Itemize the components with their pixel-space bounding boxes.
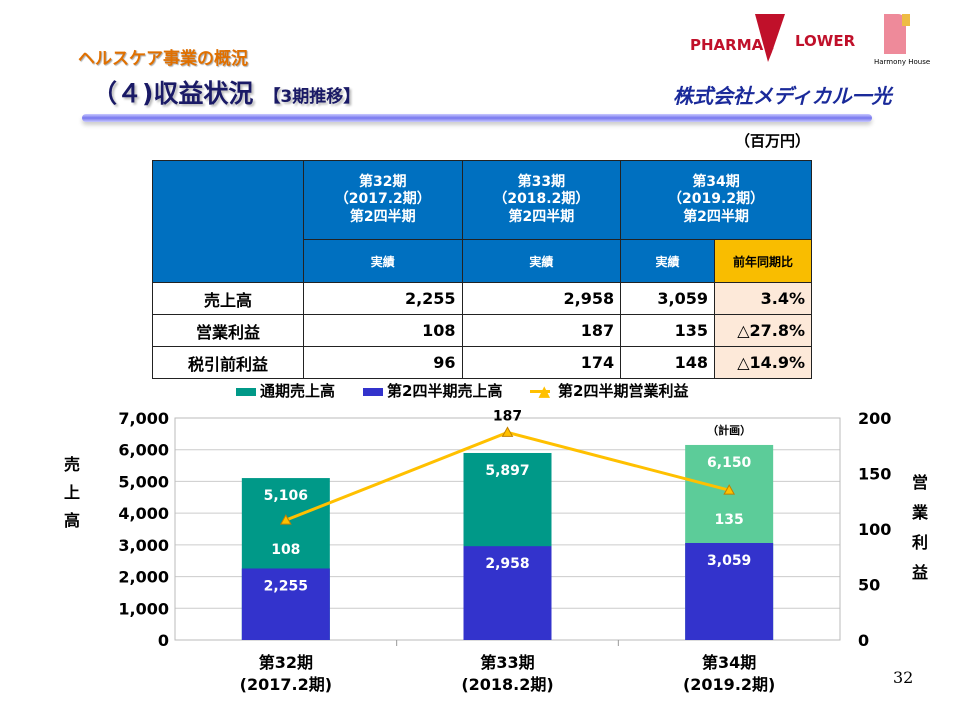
- value-cell: 148: [620, 346, 715, 379]
- title-text: （４)収益状況: [92, 79, 254, 108]
- title-divider: [82, 114, 872, 122]
- x-tick-label: (2017.2期): [240, 675, 332, 694]
- row-label: 税引前利益: [152, 346, 304, 379]
- chart-legend: 通期売上高 第2四半期売上高 ▲ 第2四半期営業利益: [236, 380, 688, 401]
- data-label-q2: 2,958: [485, 556, 529, 572]
- data-label-full: 6,150: [707, 455, 752, 471]
- y-axis-label: 上: [64, 483, 80, 502]
- yoy-header: 前年同期比: [714, 239, 812, 283]
- data-label-q2: 3,059: [707, 553, 751, 569]
- data-label-q2: 2,255: [264, 578, 308, 594]
- value-cell: 2,255: [303, 282, 463, 315]
- bar-q2: [685, 542, 774, 640]
- bar-q2: [463, 546, 552, 640]
- x-tick-label: 第32期: [259, 653, 313, 672]
- legend-item: 通期売上高: [236, 380, 335, 401]
- data-label-op: 187: [493, 408, 522, 424]
- logo-text: PHARMAC: [690, 36, 775, 54]
- row-label: 営業利益: [152, 314, 304, 347]
- line-marker: [723, 484, 736, 495]
- company-logo: 株式会社メディカル一光: [673, 84, 892, 108]
- table-row: 営業利益 108 187 135 △27.8%: [152, 314, 812, 347]
- pharmac-flower-logo: PHARMAC LOWER: [690, 12, 860, 62]
- logo-text: Harmony House: [874, 58, 931, 66]
- y-right-axis-label: 営: [912, 473, 928, 492]
- data-label-full: 5,106: [264, 488, 308, 504]
- table-row: 税引前利益 96 174 148 △14.9%: [152, 346, 812, 379]
- y-tick-label: 0: [158, 631, 169, 650]
- y-tick-label: 4,000: [118, 504, 169, 523]
- yoy-cell: △14.9%: [714, 346, 812, 379]
- y-right-tick-label: 150: [858, 465, 891, 484]
- data-label-op: 108: [271, 542, 300, 558]
- value-cell: 187: [461, 314, 622, 347]
- x-tick-label: (2018.2期): [461, 675, 553, 694]
- yoy-cell: △27.8%: [714, 314, 812, 347]
- y-right-axis-label: 益: [912, 563, 928, 582]
- results-table: 第32期 （2017.2期） 第2四半期 第33期 （2018.2期） 第2四半期 第3…: [152, 160, 812, 379]
- y-right-axis-label: 業: [911, 503, 929, 522]
- table-row: 売上高 2,255 2,958 3,059 3.4%: [152, 282, 812, 315]
- y-right-tick-label: 50: [858, 576, 880, 595]
- y-tick-label: 7,000: [118, 409, 169, 428]
- section-subtitle: ヘルスケア事業の概況: [78, 49, 248, 69]
- x-tick-label: (2019.2期): [683, 675, 775, 694]
- value-cell: 135: [620, 314, 715, 347]
- y-axis-label: 高: [64, 511, 80, 530]
- value-cell: 174: [461, 346, 622, 379]
- corner-cell: [152, 160, 304, 283]
- col-header: 第33期 （2018.2期） 第2四半期: [461, 160, 622, 240]
- y-right-tick-label: 100: [858, 520, 891, 539]
- col-header: 第34期 （2019.2期） 第2四半期: [620, 160, 812, 240]
- y-right-axis-label: 利: [912, 533, 928, 552]
- sub-header: 実績: [303, 239, 463, 283]
- page-title: （４)収益状況 【3期推移】: [92, 74, 360, 110]
- line-marker: [279, 514, 292, 525]
- value-cell: 3,059: [620, 282, 715, 315]
- logo-text: LOWER: [795, 32, 856, 50]
- value-cell: 2,958: [461, 282, 622, 315]
- data-label-full: 5,897: [485, 463, 529, 479]
- col-header: 第32期 （2017.2期） 第2四半期: [303, 160, 463, 240]
- yoy-cell: 3.4%: [714, 282, 812, 315]
- y-tick-label: 1,000: [118, 599, 169, 618]
- harmony-house-logo: Harmony House: [874, 14, 935, 66]
- plan-annotation: （計画）: [707, 423, 751, 437]
- y-tick-label: 3,000: [118, 536, 169, 555]
- y-tick-label: 6,000: [118, 441, 169, 460]
- data-label-op: 135: [715, 512, 744, 528]
- x-tick-label: 第33期: [480, 653, 534, 672]
- x-tick-label: 第34期: [702, 653, 756, 672]
- line-marker: [501, 426, 514, 437]
- unit-label: （百万円）: [735, 132, 811, 150]
- y-right-tick-label: 200: [858, 409, 891, 428]
- title-suffix: 【3期推移】: [263, 87, 361, 107]
- page-number: 32: [893, 668, 914, 687]
- bar-q2: [241, 568, 330, 640]
- y-tick-label: 5,000: [118, 472, 169, 491]
- sub-header: 実績: [461, 239, 622, 283]
- y-tick-label: 2,000: [118, 568, 169, 587]
- y-axis-label: 売: [64, 455, 80, 474]
- legend-item: ▲ 第2四半期営業利益: [530, 380, 688, 401]
- legend-item: 第2四半期売上高: [363, 380, 502, 401]
- y-right-tick-label: 0: [858, 631, 869, 650]
